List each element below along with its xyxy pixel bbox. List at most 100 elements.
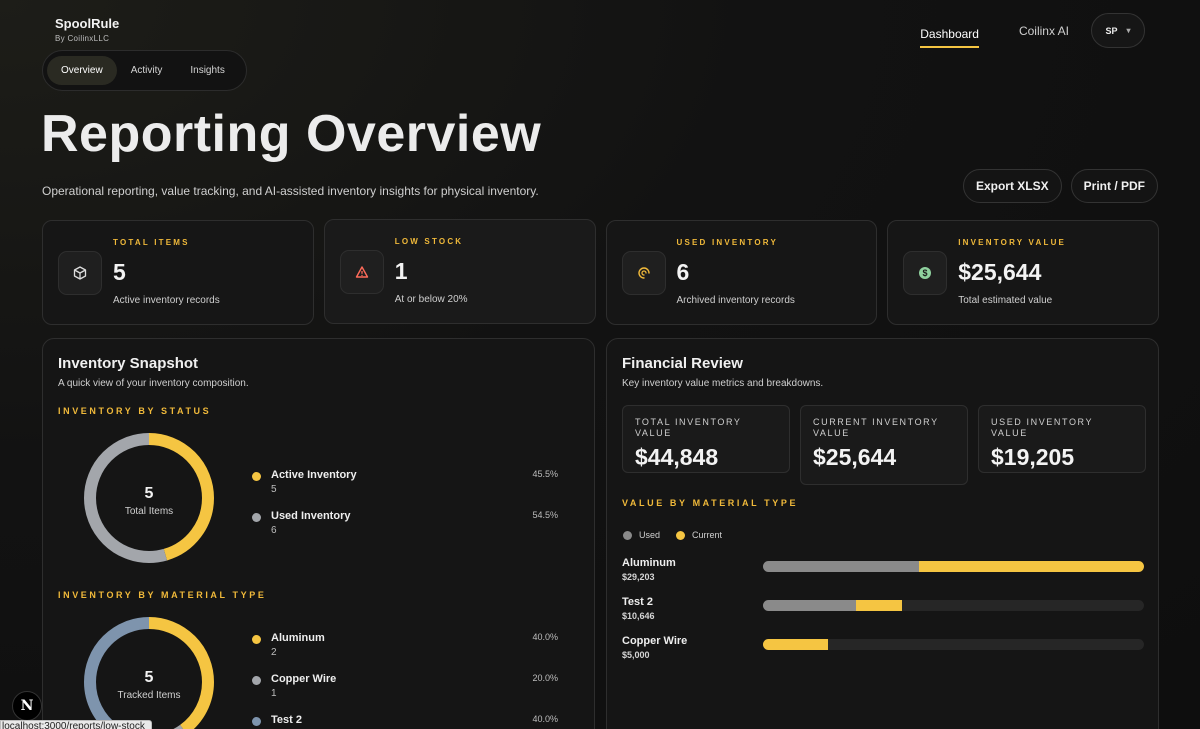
svg-text:$: $ [923, 268, 928, 278]
stat-label: LOW STOCK [394, 237, 464, 246]
material-bar-row[interactable]: Aluminum $29,203 [622, 557, 1144, 591]
stat-value: 5 [113, 259, 126, 285]
legend-name: Active Inventory [271, 469, 357, 481]
stat-card-low-stock[interactable]: LOW STOCK 1 At or below 20% [323, 219, 596, 324]
legend-item-current: Current [676, 530, 722, 540]
status-donut: 5 Total Items [81, 430, 217, 566]
nav-coilinx-ai[interactable]: Coilinx AI [1018, 23, 1069, 38]
stat-value: 6 [676, 259, 690, 285]
inventory-snapshot-panel: Inventory Snapshot A quick view of your … [42, 338, 595, 729]
bar-track [763, 639, 1144, 650]
material-bar-row[interactable]: Test 2 $10,646 [622, 596, 1144, 630]
legend-name: Aluminum [271, 632, 325, 644]
brand-sub: By CoilinxLLC [55, 34, 110, 43]
section-label-status: INVENTORY BY STATUS [58, 406, 212, 416]
bar-name: Aluminum [622, 557, 676, 569]
bar-name: Test 2 [622, 596, 653, 608]
brand[interactable]: SpoolRule By CoilinxLLC [55, 16, 119, 43]
material-legend: Aluminum 2 40.0% Copper Wire 1 20.0% Tes… [252, 632, 558, 729]
chevron-down-icon: ▾ [1126, 26, 1131, 35]
stat-cards: TOTAL ITEMS 5 Active inventory records L… [42, 219, 1159, 325]
legend-dot [252, 717, 261, 726]
brand-name: SpoolRule [55, 16, 120, 31]
donut-caption: Tracked Items [117, 690, 181, 701]
bar-amount: $10,646 [622, 611, 655, 621]
bar-current-segment [919, 561, 1144, 572]
bar-amount: $29,203 [622, 572, 655, 582]
donut-segment-2 [84, 617, 214, 729]
tab-activity[interactable]: Activity [130, 65, 163, 76]
legend-dot [623, 530, 632, 540]
stat-card-total-items[interactable]: TOTAL ITEMS 5 Active inventory records [42, 220, 314, 325]
fin-card-used: USED INVENTORY VALUE $19,205 [978, 405, 1146, 473]
legend-dot [252, 513, 261, 522]
fin-value: $25,644 [813, 444, 897, 470]
material-donut-chart [84, 617, 214, 729]
user-menu[interactable]: SP ▾ [1091, 13, 1145, 48]
panel-title: Inventory Snapshot [58, 355, 199, 372]
page-subtitle: Operational reporting, value tracking, a… [42, 184, 539, 198]
legend-pct: 40.0% [532, 632, 558, 642]
donut-total: 5 [144, 669, 154, 686]
legend-pct: 45.5% [532, 469, 558, 479]
legend-item-used: Used [623, 530, 660, 540]
donut-caption: Total Items [124, 506, 174, 517]
export-xlsx-button[interactable]: Export XLSX [962, 169, 1062, 203]
nextjs-dev-badge[interactable]: N [12, 691, 42, 721]
bar-used-segment [763, 561, 920, 572]
section-label-value-by-material: VALUE BY MATERIAL TYPE [622, 498, 799, 508]
stat-card-used-inventory[interactable]: USED INVENTORY 6 Archived inventory reco… [605, 220, 878, 325]
bar-used-segment [763, 600, 857, 611]
financial-review-panel: Financial Review Key inventory value met… [606, 338, 1159, 729]
legend-pct: 54.5% [532, 510, 558, 520]
spool-icon [621, 251, 666, 295]
legend-dot [252, 472, 261, 481]
bar-amount: $5,000 [622, 650, 650, 660]
panel-subtitle: A quick view of your inventory compositi… [58, 378, 249, 389]
legend-pct: 40.0% [532, 714, 558, 724]
page-title: Reporting Overview [41, 105, 542, 163]
print-pdf-button[interactable]: Print / PDF [1070, 169, 1158, 203]
fin-label: USED INVENTORY VALUE [991, 417, 1093, 438]
legend-name: Test 2 [271, 714, 302, 726]
legend-count: 6 [271, 525, 277, 536]
fin-card-current: CURRENT INVENTORY VALUE $25,644 [800, 405, 968, 485]
tab-insights[interactable]: Insights [190, 65, 225, 76]
stat-label: INVENTORY VALUE [958, 238, 1067, 247]
material-donut: 5 Tracked Items [81, 614, 217, 729]
material-bar-row[interactable]: Copper Wire $5,000 [622, 635, 1144, 669]
fin-label: TOTAL INVENTORY VALUE [635, 417, 742, 438]
fin-value: $19,205 [991, 444, 1075, 470]
legend-used-label: Used [639, 530, 661, 540]
donut-center: 5 Tracked Items [81, 669, 217, 701]
legend-dot [676, 530, 686, 540]
donut-center: 5 Total Items [81, 485, 217, 517]
box-icon [58, 251, 102, 295]
top-nav: Dashboard Coilinx AI SP ▾ [920, 13, 1145, 48]
legend-count: 5 [271, 484, 277, 495]
bar-track [763, 600, 1144, 611]
stat-sub: Active inventory records [113, 295, 220, 306]
stat-sub: At or below 20% [394, 294, 468, 305]
status-donut-chart [84, 433, 214, 563]
donut-total: 5 [144, 485, 154, 502]
legend-count: 1 [271, 688, 277, 699]
legend-pct: 20.0% [532, 673, 558, 683]
bar-current-segment [763, 639, 828, 650]
stat-label: TOTAL ITEMS [113, 238, 190, 247]
status-legend: Active Inventory 5 45.5% Used Inventory … [252, 469, 558, 551]
tab-overview[interactable]: Overview [47, 56, 117, 85]
report-actions: Export XLSX Print / PDF [962, 169, 1158, 203]
stat-sub: Total estimated value [958, 295, 1053, 306]
stat-card-inventory-value[interactable]: $ INVENTORY VALUE $25,644 Total estimate… [887, 220, 1159, 325]
legend-name: Used Inventory [271, 510, 351, 522]
donut-segment-1 [84, 433, 214, 563]
legend-name: Copper Wire [271, 673, 337, 685]
nav-dashboard[interactable]: Dashboard [920, 18, 979, 48]
fin-value: $44,848 [635, 444, 719, 470]
user-initials: SP [1105, 25, 1118, 36]
stat-sub: Archived inventory records [676, 295, 795, 306]
legend-current-label: Current [692, 530, 723, 540]
legend-dot [252, 676, 261, 685]
legend-count: 2 [271, 647, 277, 658]
